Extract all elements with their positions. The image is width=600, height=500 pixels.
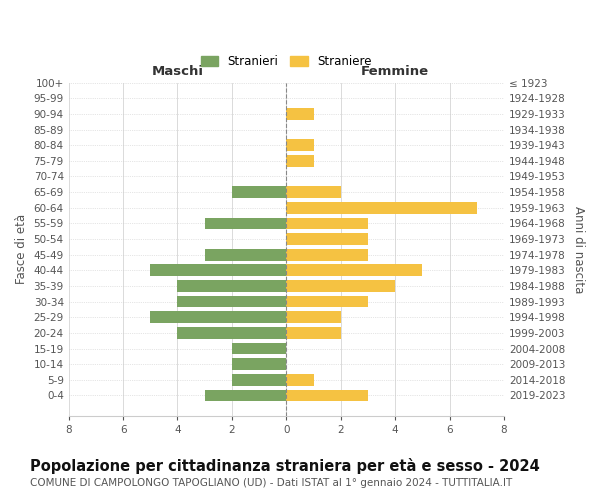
Legend: Stranieri, Straniere: Stranieri, Straniere (200, 55, 372, 68)
Bar (286, 280, 395, 292)
Y-axis label: Anni di nascita: Anni di nascita (572, 206, 585, 293)
Bar (286, 327, 341, 338)
Bar (205, 249, 286, 260)
Bar (232, 358, 286, 370)
Bar (232, 374, 286, 386)
Bar (286, 264, 422, 276)
Y-axis label: Fasce di età: Fasce di età (15, 214, 28, 284)
Text: Popolazione per cittadinanza straniera per età e sesso - 2024: Popolazione per cittadinanza straniera p… (30, 458, 540, 473)
Bar (286, 233, 368, 245)
Text: Maschi: Maschi (151, 65, 203, 78)
Bar (286, 108, 314, 120)
Bar (178, 280, 286, 292)
Bar (286, 218, 368, 229)
Bar (286, 312, 341, 323)
Bar (286, 296, 368, 308)
Text: Femmine: Femmine (361, 65, 429, 78)
Bar (150, 312, 286, 323)
Bar (286, 202, 477, 213)
Bar (286, 374, 314, 386)
Bar (150, 264, 286, 276)
Bar (232, 186, 286, 198)
Bar (178, 327, 286, 338)
Bar (205, 218, 286, 229)
Bar (286, 390, 368, 402)
Bar (205, 390, 286, 402)
Bar (232, 342, 286, 354)
Bar (286, 186, 341, 198)
Bar (178, 296, 286, 308)
Bar (286, 249, 368, 260)
Bar (286, 140, 314, 151)
Bar (286, 155, 314, 166)
Text: COMUNE DI CAMPOLONGO TAPOGLIANO (UD) - Dati ISTAT al 1° gennaio 2024 - TUTTITALI: COMUNE DI CAMPOLONGO TAPOGLIANO (UD) - D… (30, 478, 512, 488)
